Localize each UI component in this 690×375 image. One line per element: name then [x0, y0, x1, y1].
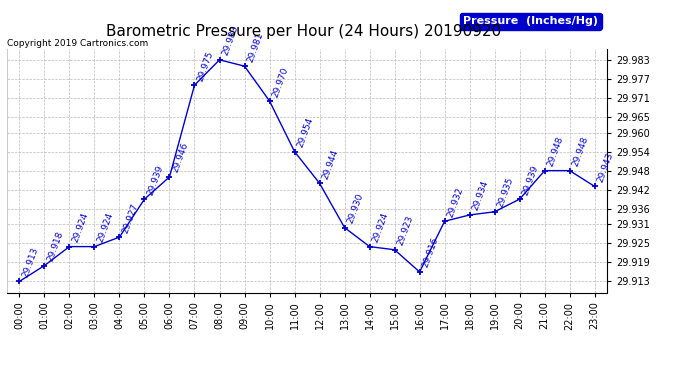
Text: 29.924: 29.924: [96, 211, 115, 244]
Text: 29.924: 29.924: [371, 211, 390, 244]
Text: 29.916: 29.916: [421, 237, 440, 269]
Text: Copyright 2019 Cartronics.com: Copyright 2019 Cartronics.com: [7, 39, 148, 48]
Text: 29.943: 29.943: [596, 151, 615, 184]
Text: 29.930: 29.930: [346, 192, 365, 225]
Text: 29.913: 29.913: [21, 246, 40, 279]
Text: 29.935: 29.935: [496, 176, 515, 209]
Text: 29.948: 29.948: [546, 135, 565, 168]
Text: Barometric Pressure per Hour (24 Hours) 20190920: Barometric Pressure per Hour (24 Hours) …: [106, 24, 501, 39]
Text: 29.970: 29.970: [271, 66, 290, 98]
Text: 29.981: 29.981: [246, 31, 265, 63]
Text: 29.939: 29.939: [146, 164, 165, 196]
Text: 29.932: 29.932: [446, 186, 465, 219]
Text: 29.946: 29.946: [171, 142, 190, 174]
Text: 29.934: 29.934: [471, 180, 490, 212]
Text: 29.918: 29.918: [46, 230, 65, 263]
Text: 29.923: 29.923: [396, 214, 415, 247]
Text: 29.939: 29.939: [521, 164, 540, 196]
Text: 29.954: 29.954: [296, 116, 315, 149]
Text: 29.983: 29.983: [221, 24, 240, 57]
Text: 29.948: 29.948: [571, 135, 590, 168]
Text: 29.927: 29.927: [121, 202, 140, 234]
Legend: Pressure  (Inches/Hg): Pressure (Inches/Hg): [460, 13, 602, 30]
Text: 29.975: 29.975: [196, 50, 215, 82]
Text: 29.944: 29.944: [321, 148, 340, 180]
Text: 29.924: 29.924: [71, 211, 90, 244]
